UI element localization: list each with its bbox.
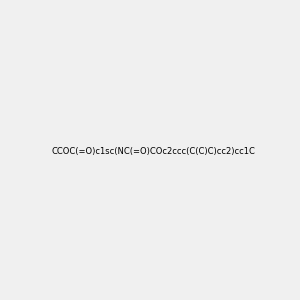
Text: CCOC(=O)c1sc(NC(=O)COc2ccc(C(C)C)cc2)cc1C: CCOC(=O)c1sc(NC(=O)COc2ccc(C(C)C)cc2)cc1… <box>52 147 256 156</box>
